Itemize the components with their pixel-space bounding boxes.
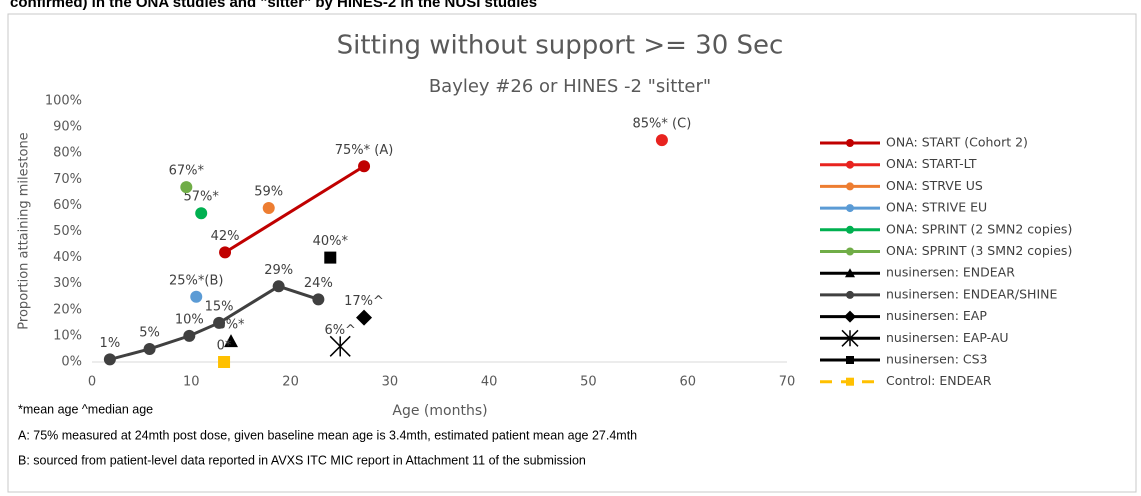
y-tick-label: 10% [53, 328, 82, 343]
marker [846, 247, 854, 256]
legend-label: nusinersen: ENDEAR [886, 265, 1015, 280]
marker [213, 316, 226, 329]
data-label: 29% [264, 263, 293, 278]
marker [846, 377, 854, 386]
marker [845, 268, 855, 278]
marker [358, 160, 371, 173]
data-label: 42% [211, 229, 240, 244]
legend-label: Control: ENDEAR [886, 373, 992, 388]
footnote: *mean age ^median age [18, 402, 153, 416]
marker [655, 134, 668, 147]
data-label: 0* [217, 339, 232, 354]
marker [262, 202, 275, 215]
data-label: 67%* [169, 164, 205, 179]
x-tick-label: 50 [580, 375, 597, 390]
marker [312, 293, 325, 306]
marker [224, 334, 238, 348]
data-label: 59% [254, 185, 283, 200]
footnote: B: sourced from patient-level data repor… [18, 453, 586, 467]
y-tick-label: 20% [53, 302, 82, 317]
legend-label: nusinersen: EAP [886, 308, 987, 323]
marker [846, 356, 854, 364]
x-axis-label: Age (months) [392, 403, 487, 419]
marker [846, 225, 854, 234]
data-label: 1% [100, 336, 121, 351]
x-tick-label: 60 [679, 375, 696, 390]
marker [329, 335, 351, 357]
series-line [109, 284, 319, 361]
marker [846, 204, 854, 213]
chart-subtitle: Bayley #26 or HINES -2 "sitter" [429, 76, 711, 97]
marker [219, 246, 232, 259]
marker [143, 342, 156, 355]
marker [846, 290, 854, 299]
y-tick-label: 70% [53, 172, 82, 187]
data-label: 6%^ [324, 323, 356, 338]
legend-label: ONA: SPRINT (3 SMN2 copies) [886, 243, 1072, 258]
marker [103, 353, 116, 366]
legend-label: ONA: STRIVE EU [886, 200, 987, 215]
data-label: 10% [175, 312, 204, 327]
footnote: A: 75% measured at 24mth post dose, give… [18, 428, 637, 442]
y-tick-label: 60% [53, 198, 82, 213]
marker [841, 329, 859, 347]
legend-label: nusinersen: ENDEAR/SHINE [886, 286, 1057, 301]
header-text: confirmed) in the ONA studies and "sitte… [10, 0, 537, 11]
data-label: 17%^ [344, 294, 384, 309]
x-tick-label: 10 [183, 375, 200, 390]
marker [190, 290, 203, 303]
chart-frame [7, 13, 1137, 493]
legend-label: ONA: SPRINT (2 SMN2 copies) [886, 221, 1072, 236]
data-label: 5% [139, 325, 160, 340]
legend-label: ONA: START-LT [886, 156, 977, 171]
x-tick-label: 70 [779, 375, 796, 390]
marker [218, 356, 231, 368]
x-tick-label: 30 [382, 375, 399, 390]
y-tick-label: 0% [61, 355, 82, 370]
data-label: 75%* (A) [335, 143, 394, 158]
legend-label: ONA: START (Cohort 2) [886, 135, 1028, 150]
data-label: 25%*(B) [169, 273, 223, 288]
x-tick-label: 0 [88, 375, 96, 390]
marker [846, 182, 854, 191]
y-axis-label: Proportion attaining milestone [17, 132, 32, 329]
data-label: 15% [205, 299, 234, 314]
y-tick-label: 40% [53, 250, 82, 265]
data-label: 57%* [184, 190, 220, 205]
y-tick-label: 100% [45, 94, 82, 109]
legend-label: nusinersen: CS3 [886, 352, 988, 367]
marker [324, 251, 337, 264]
y-tick-label: 30% [53, 276, 82, 291]
marker [183, 329, 196, 342]
marker [356, 309, 373, 326]
marker [844, 310, 856, 323]
data-label: 40%* [313, 234, 349, 249]
marker [195, 207, 208, 220]
series-line [224, 164, 365, 254]
x-tick-label: 20 [282, 375, 299, 390]
marker [846, 139, 854, 147]
data-label: 24% [304, 276, 333, 291]
marker [180, 181, 193, 194]
y-tick-label: 90% [53, 120, 82, 135]
data-label: 85%* (C) [633, 117, 692, 132]
y-tick-label: 80% [53, 146, 82, 161]
legend-label: ONA: STRVE US [886, 178, 983, 193]
y-tick-label: 50% [53, 224, 82, 239]
chart-title: Sitting without support >= 30 Sec [337, 31, 784, 61]
marker [272, 280, 285, 293]
marker [846, 160, 854, 169]
x-tick-label: 40 [481, 375, 498, 390]
legend-label: nusinersen: EAP-AU [886, 330, 1009, 345]
